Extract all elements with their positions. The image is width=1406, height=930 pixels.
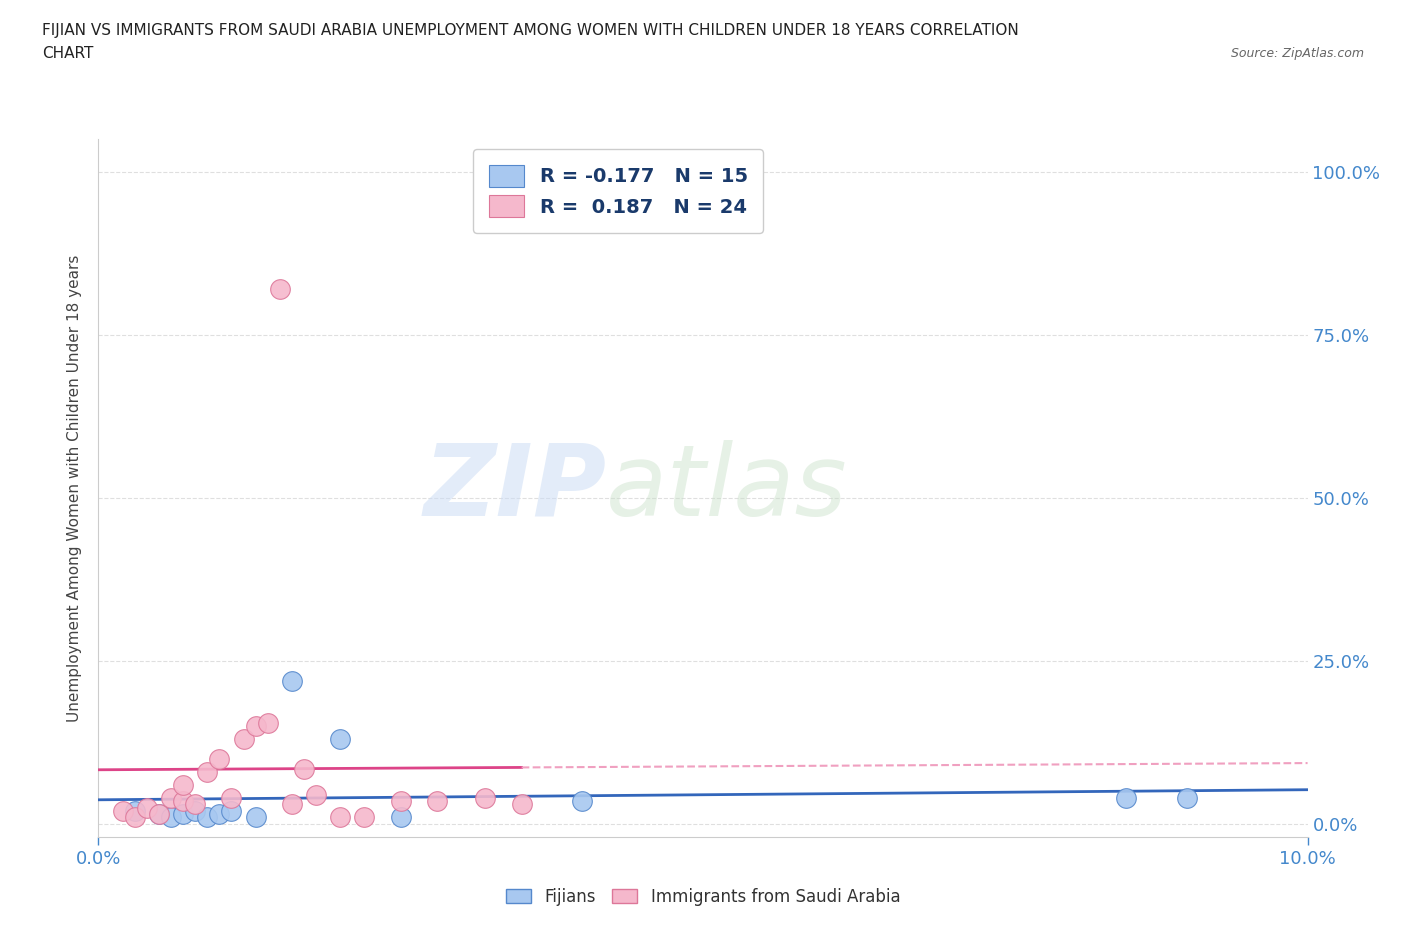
Point	[172, 793, 194, 808]
Point	[1115, 790, 1137, 805]
Text: FIJIAN VS IMMIGRANTS FROM SAUDI ARABIA UNEMPLOYMENT AMONG WOMEN WITH CHILDREN UN: FIJIAN VS IMMIGRANTS FROM SAUDI ARABIA U…	[42, 23, 1019, 38]
Point	[148, 806, 170, 821]
Text: atlas: atlas	[606, 440, 848, 537]
Point	[1175, 790, 1198, 805]
Point	[160, 790, 183, 805]
Point	[305, 787, 328, 802]
Point	[245, 719, 267, 734]
Point	[329, 732, 352, 747]
Point	[172, 777, 194, 792]
Point	[281, 673, 304, 688]
Point	[221, 804, 243, 818]
Legend: Fijians, Immigrants from Saudi Arabia: Fijians, Immigrants from Saudi Arabia	[499, 881, 907, 912]
Text: Source: ZipAtlas.com: Source: ZipAtlas.com	[1230, 46, 1364, 60]
Point	[124, 804, 146, 818]
Legend: R = -0.177   N = 15, R =  0.187   N = 24: R = -0.177 N = 15, R = 0.187 N = 24	[474, 149, 763, 233]
Point	[245, 810, 267, 825]
Point	[195, 810, 218, 825]
Point	[474, 790, 496, 805]
Point	[124, 810, 146, 825]
Point	[329, 810, 352, 825]
Point	[208, 806, 231, 821]
Point	[184, 804, 207, 818]
Point	[510, 797, 533, 812]
Point	[208, 751, 231, 766]
Point	[571, 793, 593, 808]
Point	[160, 810, 183, 825]
Y-axis label: Unemployment Among Women with Children Under 18 years: Unemployment Among Women with Children U…	[67, 255, 83, 722]
Point	[148, 806, 170, 821]
Text: ZIP: ZIP	[423, 440, 606, 537]
Point	[232, 732, 254, 747]
Point	[172, 806, 194, 821]
Point	[221, 790, 243, 805]
Point	[111, 804, 134, 818]
Point	[292, 761, 315, 776]
Point	[269, 282, 291, 297]
Point	[135, 800, 157, 815]
Point	[389, 793, 412, 808]
Point	[281, 797, 304, 812]
Point	[389, 810, 412, 825]
Point	[256, 715, 278, 730]
Text: CHART: CHART	[42, 46, 94, 61]
Point	[195, 764, 218, 779]
Point	[353, 810, 375, 825]
Point	[184, 797, 207, 812]
Point	[426, 793, 449, 808]
